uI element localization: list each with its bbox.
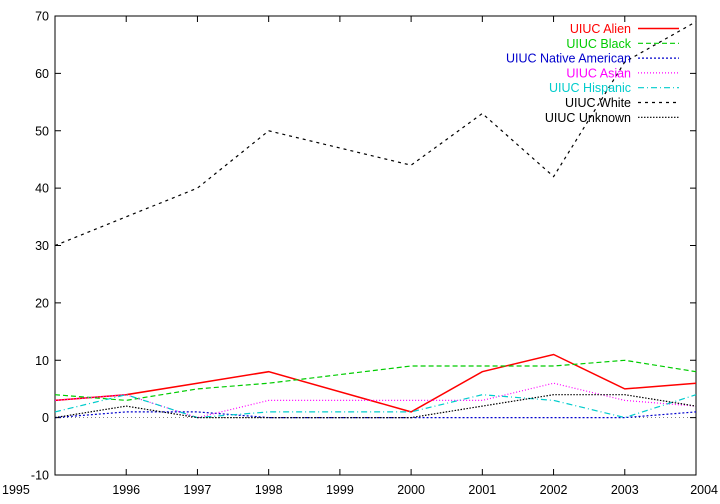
y-tick-label: 10: [35, 354, 49, 368]
legend-label: UIUC White: [565, 96, 631, 110]
series-line-uiuc-black: [54, 359, 697, 402]
y-tick-label: 30: [35, 239, 49, 253]
series-line-uiuc-alien: [54, 353, 697, 413]
y-tick-label: 60: [35, 67, 49, 81]
y-tick-label: 0: [42, 411, 49, 425]
x-tick-label: 2004: [690, 483, 718, 497]
x-tick-label: 1996: [112, 483, 140, 497]
x-tick-label: 2001: [468, 483, 496, 497]
legend-label: UIUC Alien: [570, 22, 631, 36]
series-line-uiuc-native-american: [54, 411, 697, 419]
x-tick-labels: 1995 1996 1997 1998 1999 2000 2001 2002 2003 2004: [2, 483, 718, 497]
y-tick-labels: -10 0 10 20 30 40 50 60 70: [31, 10, 49, 483]
legend-label: UIUC Hispanic: [549, 81, 631, 95]
legend-label: UIUC Asian: [566, 66, 631, 80]
y-tick-label: 40: [35, 182, 49, 196]
x-tick-label: 2003: [611, 483, 639, 497]
y-tick-label: 50: [35, 124, 49, 138]
y-tick-label: 20: [35, 296, 49, 310]
series-line-uiuc-unknown: [54, 394, 697, 419]
series-line-uiuc-hispanic: [54, 394, 697, 419]
y-tick-label: -10: [31, 469, 49, 483]
x-tick-label: 2000: [397, 483, 425, 497]
y-tick-label: 70: [35, 10, 49, 24]
x-tick-label: 1999: [326, 483, 354, 497]
legend-label: UIUC Native American: [506, 52, 631, 66]
x-tick-label: 1995: [2, 483, 30, 497]
legend-label: UIUC Black: [566, 37, 631, 51]
x-tick-label: 1997: [184, 483, 212, 497]
x-tick-label: 2002: [540, 483, 568, 497]
series-lines: [54, 21, 697, 419]
legend-label: UIUC Unknown: [545, 111, 631, 125]
x-tick-label: 1998: [255, 483, 283, 497]
